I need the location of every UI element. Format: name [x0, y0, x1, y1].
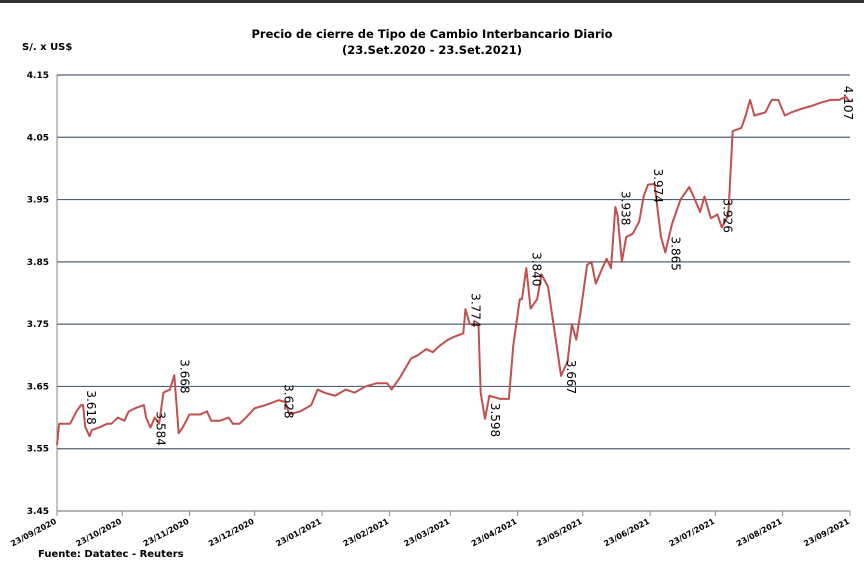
data-label: 4.107 — [841, 86, 855, 120]
data-label: 3.974 — [651, 169, 665, 203]
x-tick-label: 23/04/2021 — [470, 517, 519, 549]
data-label: 3.926 — [720, 199, 734, 233]
line-series — [56, 95, 851, 446]
data-label: 3.618 — [84, 390, 98, 424]
x-tick-label: 23/12/2020 — [207, 517, 256, 549]
x-tick-label: 23/06/2021 — [602, 517, 651, 549]
chart-title: Precio de cierre de Tipo de Cambio Inter… — [251, 27, 612, 41]
y-tick-label: 3.85 — [27, 258, 49, 268]
data-label: 3.668 — [177, 359, 191, 393]
x-tick-label: 23/02/2021 — [342, 517, 391, 549]
y-tick-label: 4.05 — [27, 133, 49, 143]
x-tick-label: 23/01/2021 — [274, 517, 323, 549]
chart-subtitle: (23.Set.2020 - 23.Set.2021) — [342, 43, 522, 57]
x-tick-label: 23/03/2021 — [402, 517, 451, 549]
y-axis-label: S/. x US$ — [22, 42, 72, 53]
y-tick-label: 3.65 — [27, 382, 49, 392]
y-tick-label: 3.95 — [27, 196, 49, 206]
data-label: 3.628 — [282, 384, 296, 418]
data-label: 3.938 — [618, 191, 632, 225]
y-tick-label: 3.75 — [27, 320, 49, 330]
x-tick-label: 23/11/2020 — [142, 517, 191, 549]
data-label: 3.598 — [488, 403, 502, 437]
data-label: 3.840 — [529, 252, 543, 286]
y-tick-label: 3.55 — [27, 445, 49, 455]
source: Fuente: Datatec - Reuters — [38, 549, 184, 560]
x-tick-label: 23/08/2021 — [735, 517, 784, 549]
data-label: 3.865 — [668, 237, 682, 271]
y-tick-label: 4.15 — [27, 71, 49, 81]
x-tick-label: 23/09/2020 — [9, 517, 58, 549]
x-tick-label: 23/05/2021 — [535, 517, 584, 549]
x-tick-label: 23/09/2021 — [802, 517, 851, 549]
top-border — [0, 0, 864, 3]
data-label: 3.774 — [468, 293, 482, 327]
y-tick-label: 3.45 — [27, 507, 49, 517]
x-tick-label: 23/10/2020 — [74, 517, 123, 549]
data-label: 3.584 — [153, 412, 167, 446]
data-label: 3.667 — [564, 360, 578, 394]
x-tick-label: 23/07/2021 — [668, 517, 717, 549]
